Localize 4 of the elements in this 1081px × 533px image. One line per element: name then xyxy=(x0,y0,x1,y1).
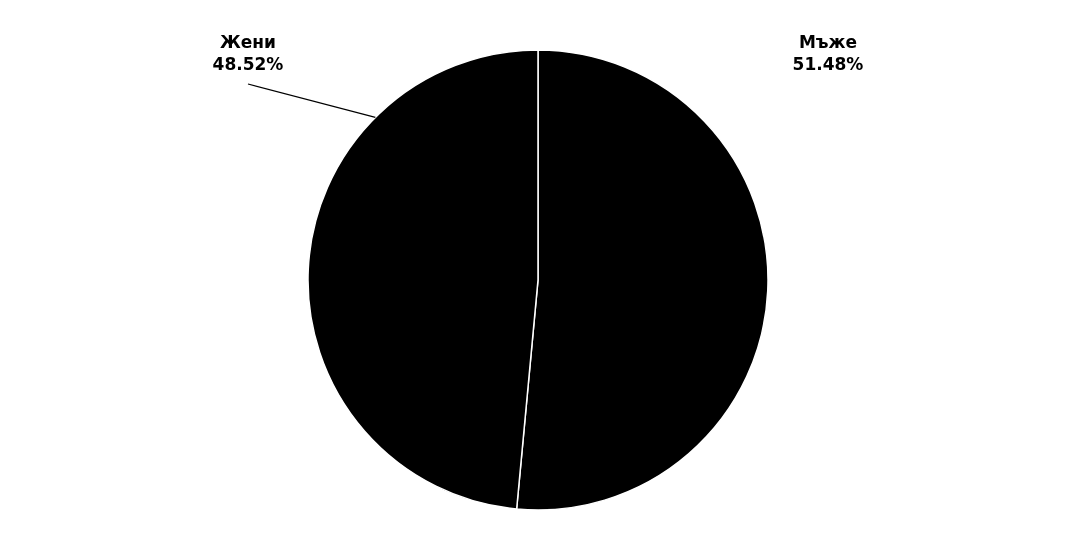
data-label: 48.52% xyxy=(212,54,284,74)
slice-label: Мъже xyxy=(798,32,858,52)
data-label: 51.48% xyxy=(792,54,864,74)
slice-label: Жени xyxy=(220,32,276,52)
